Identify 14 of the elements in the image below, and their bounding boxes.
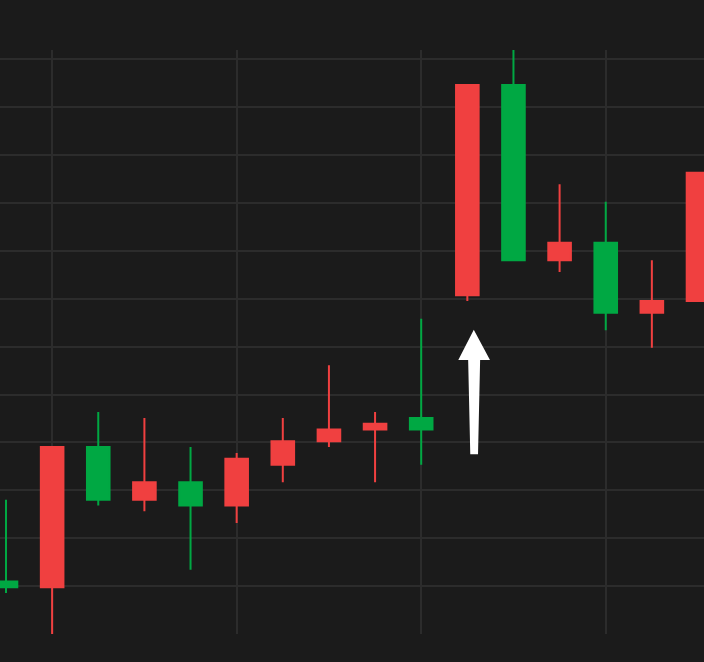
candlestick	[39, 446, 65, 634]
candlestick	[132, 416, 157, 513]
candlestick	[270, 416, 296, 484]
candlestick	[455, 84, 480, 303]
candlestick	[224, 451, 249, 525]
candlestick	[85, 411, 111, 507]
candlestick	[639, 259, 665, 349]
candlestick	[178, 446, 203, 571]
candlestick	[408, 317, 434, 466]
candlestick	[362, 411, 388, 484]
candlestick	[501, 50, 526, 262]
candlestick	[316, 364, 342, 449]
candlestick	[547, 183, 572, 273]
candlestick	[593, 200, 619, 332]
